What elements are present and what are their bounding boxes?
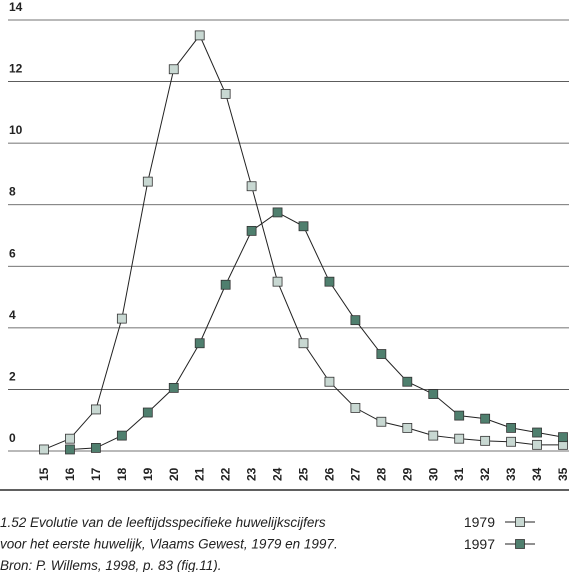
marker — [142, 407, 153, 418]
x-tick-label: 24 — [271, 467, 285, 481]
y-tick-label: 4 — [9, 308, 16, 322]
x-tick-label: 26 — [322, 467, 336, 481]
marker — [376, 349, 387, 359]
x-tick-label: 22 — [219, 467, 233, 481]
marker — [428, 430, 439, 441]
y-tick-label: 14 — [9, 0, 23, 14]
x-tick-label: 29 — [400, 467, 414, 481]
y-tick-label: 10 — [9, 123, 23, 137]
marker — [298, 221, 309, 232]
x-tick-label: 20 — [167, 467, 181, 481]
marker — [91, 404, 101, 415]
marker — [298, 338, 309, 349]
legend-label: 1979 — [464, 514, 495, 530]
marker — [324, 276, 335, 287]
x-tick-label: 15 — [37, 467, 51, 481]
marker — [272, 276, 283, 287]
caption-line: 1.52 Evolutie van de leeftijdsspecifieke… — [0, 515, 326, 530]
marker — [220, 279, 231, 290]
legend-marker — [515, 517, 525, 527]
x-tick-label: 19 — [141, 467, 155, 481]
marker — [39, 444, 49, 455]
y-tick-label: 0 — [9, 431, 16, 445]
x-tick-label: 23 — [245, 467, 259, 481]
caption-line: Bron: P. Willems, 1998, p. 83 (fig.11). — [0, 558, 221, 572]
x-tick-label: 32 — [478, 467, 492, 481]
marker — [324, 376, 335, 387]
marker — [116, 313, 127, 324]
marker — [480, 435, 491, 446]
marker — [350, 402, 361, 413]
caption-line: voor het eerste huwelijk, Vlaams Gewest,… — [0, 537, 338, 552]
marker — [532, 439, 542, 450]
marker — [402, 376, 413, 387]
x-tick-label: 33 — [504, 467, 518, 481]
marker — [246, 181, 257, 192]
marker — [506, 423, 517, 433]
x-tick-label: 34 — [530, 467, 544, 481]
legend-label: 1997 — [464, 536, 495, 552]
marker — [246, 225, 257, 236]
marker — [506, 436, 517, 447]
x-tick-label: 16 — [63, 467, 77, 481]
x-tick-label: 25 — [297, 467, 311, 481]
legend-marker — [515, 539, 525, 549]
marker — [558, 432, 568, 443]
x-tick-label: 35 — [556, 467, 569, 481]
marker — [454, 433, 465, 444]
marker — [350, 315, 361, 326]
marker — [142, 176, 153, 187]
marker — [65, 444, 75, 455]
y-tick-label: 12 — [9, 62, 23, 76]
marker — [168, 382, 179, 393]
marker — [376, 416, 387, 427]
y-tick-label: 8 — [9, 185, 16, 199]
marker — [454, 410, 465, 421]
marker — [532, 427, 542, 438]
x-tick-label: 30 — [426, 467, 440, 481]
marker — [91, 443, 101, 453]
marker — [272, 207, 283, 218]
marker — [194, 30, 205, 41]
series-line — [43, 34, 563, 450]
marker — [168, 64, 179, 75]
marker — [116, 430, 127, 441]
y-tick-label: 2 — [9, 369, 16, 383]
y-tick-label: 6 — [9, 246, 16, 260]
x-tick-label: 28 — [374, 467, 388, 481]
marker — [402, 423, 413, 433]
x-tick-label: 31 — [452, 467, 466, 481]
marker — [65, 433, 75, 444]
x-tick-label: 21 — [193, 467, 207, 481]
marker — [194, 338, 205, 349]
marker — [428, 389, 439, 399]
x-tick-label: 17 — [89, 467, 103, 481]
marker — [220, 88, 231, 99]
x-tick-label: 27 — [348, 467, 362, 481]
marker — [480, 413, 491, 424]
x-tick-label: 18 — [115, 467, 129, 481]
